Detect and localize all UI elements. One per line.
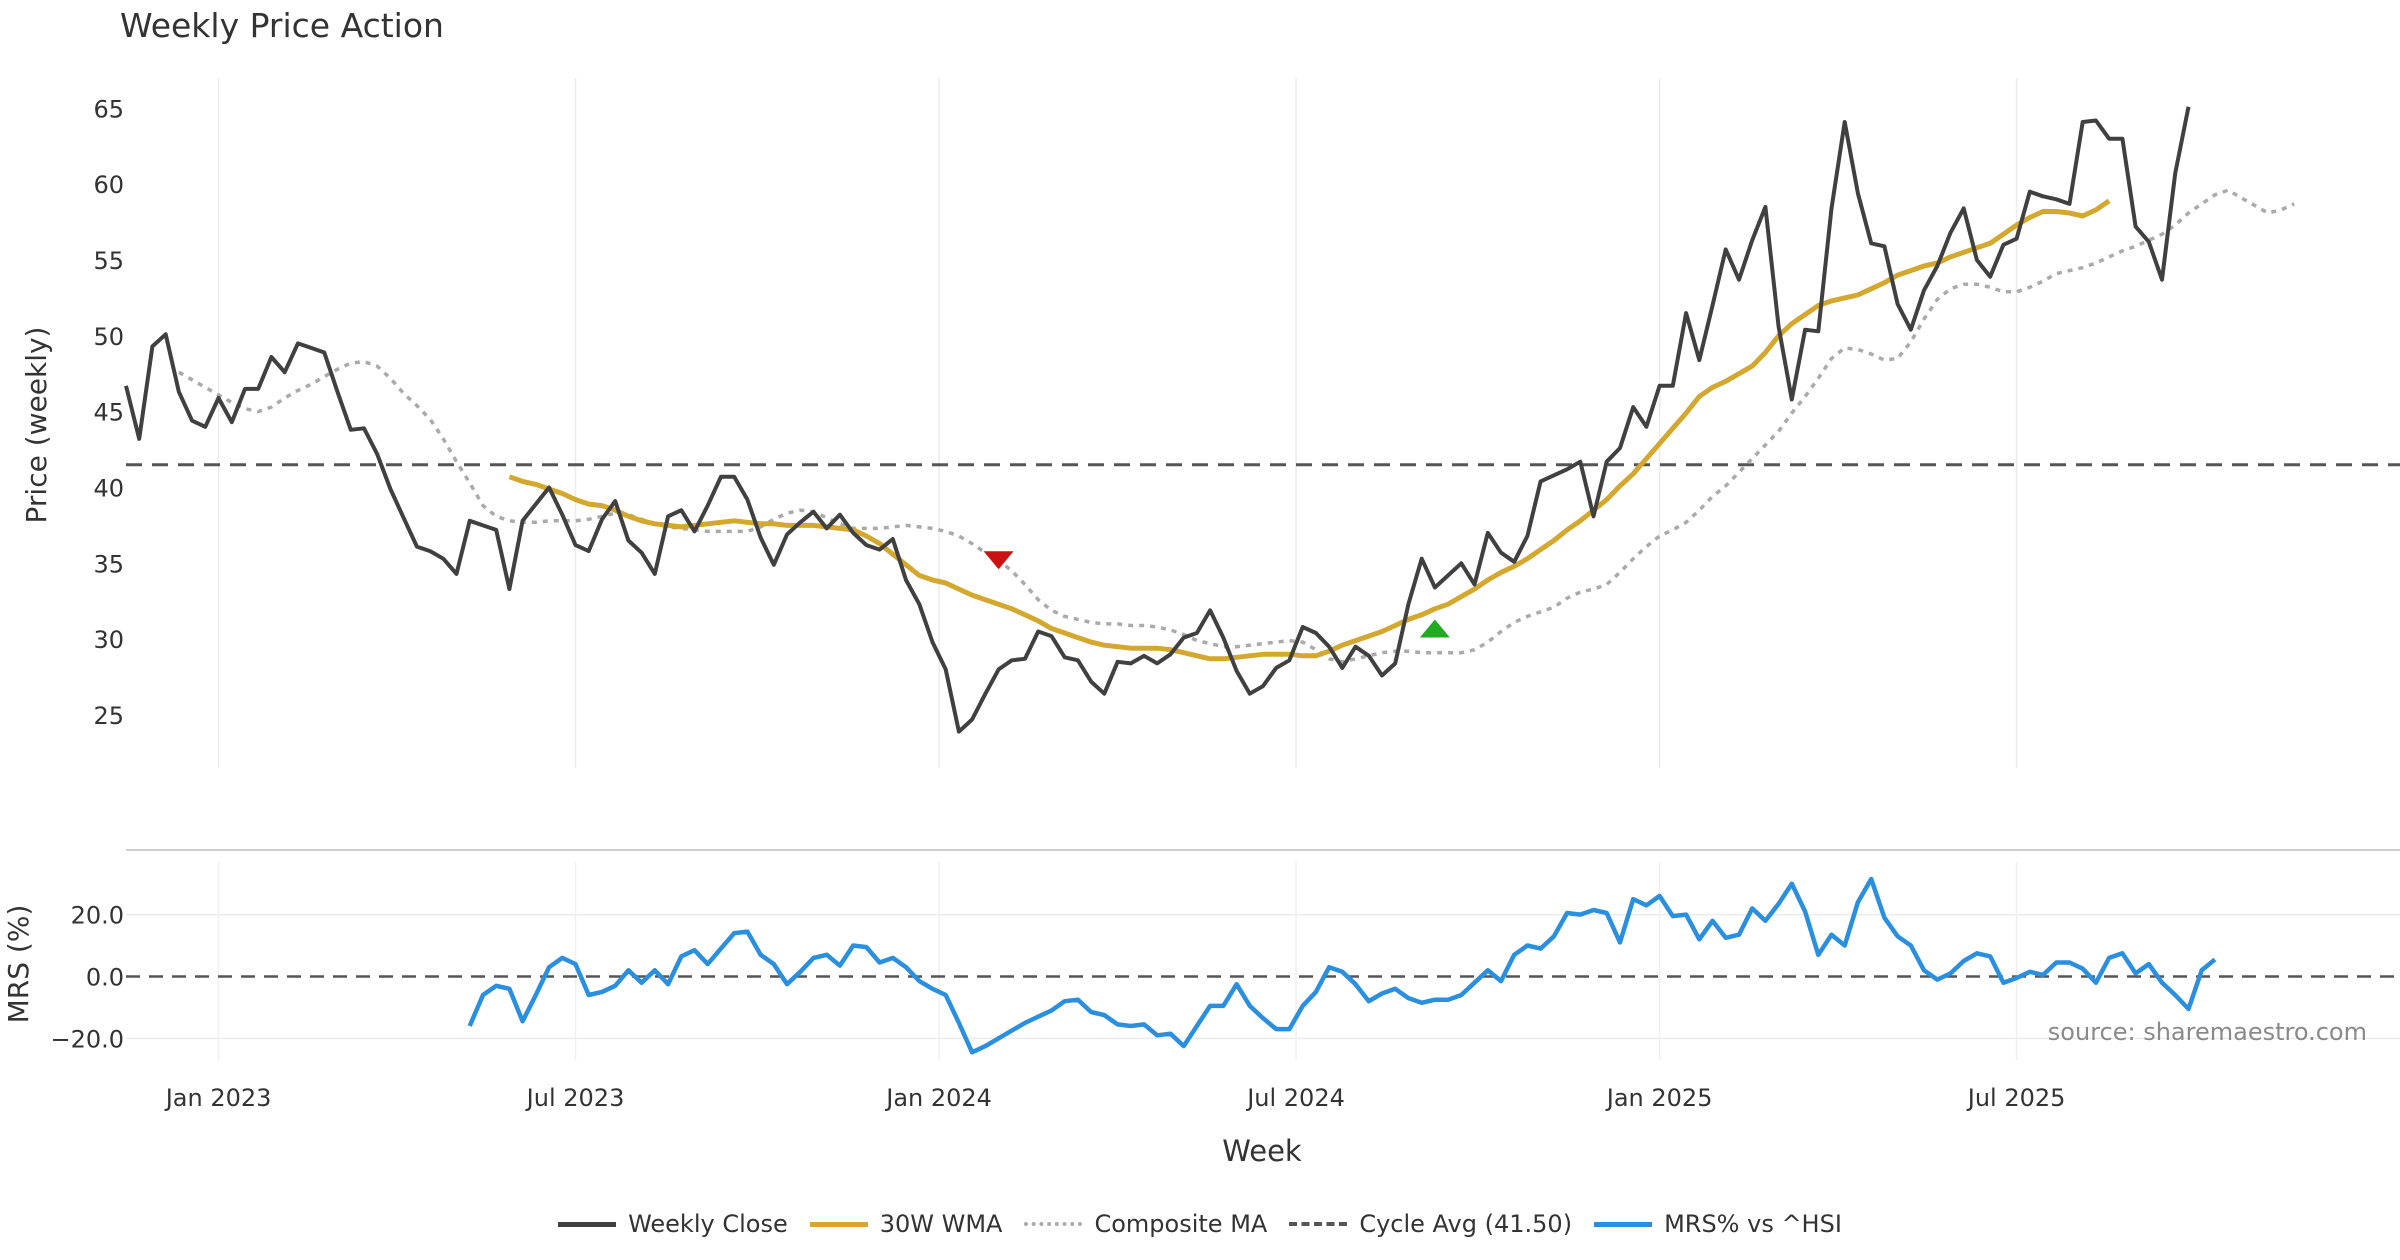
mrs-y-tick-label: −20.0 <box>50 1025 124 1053</box>
price-y-tick-label: 55 <box>93 247 124 275</box>
legend-label: Cycle Avg (41.50) <box>1359 1210 1573 1238</box>
series-line-composite-ma <box>178 188 2295 664</box>
series-line-30w-wma <box>508 198 2111 662</box>
legend-label: Weekly Close <box>628 1210 788 1238</box>
signal-markers <box>983 551 1450 638</box>
legend-item: 30W WMA <box>809 1210 1003 1238</box>
price-panel-grid <box>217 78 2018 768</box>
source-attribution: source: sharemaestro.com <box>2047 1018 2367 1046</box>
legend-swatch <box>1024 1222 1083 1226</box>
price-y-tick-label: 50 <box>93 323 124 351</box>
price-y-axis-label: Price (weekly) <box>20 327 53 524</box>
legend-swatch <box>558 1221 617 1227</box>
price-y-axis: 25 30 35 40 45 50 55 60 65 <box>93 95 124 730</box>
legend-label: 30W WMA <box>879 1210 1003 1238</box>
legend-swatch <box>809 1221 868 1227</box>
mrs-panel-grid <box>126 862 2400 1060</box>
legend-item: MRS% vs ^HSI <box>1594 1210 1842 1238</box>
x-tick-label: Jan 2024 <box>884 1084 992 1112</box>
price-y-tick-label: 45 <box>93 399 124 427</box>
legend-swatch <box>1594 1221 1653 1227</box>
series-line-mrs <box>467 876 2217 1055</box>
price-y-tick-label: 35 <box>93 550 124 578</box>
price-y-tick-label: 60 <box>93 171 124 199</box>
legend-item: Composite MA <box>1024 1210 1267 1238</box>
buy-signal-marker <box>1419 619 1450 638</box>
chart-title: Weekly Price Action <box>120 6 444 45</box>
legend: Weekly Close 30W WMA Composite MA Cycle Avg… <box>0 1210 2400 1238</box>
legend-label: MRS% vs ^HSI <box>1664 1210 1842 1238</box>
x-tick-label: Jul 2024 <box>1245 1084 1345 1112</box>
sell-signal-marker <box>983 551 1014 570</box>
legend-item: Weekly Close <box>558 1210 788 1238</box>
x-tick-label: Jan 2025 <box>1605 1084 1713 1112</box>
legend-label: Composite MA <box>1094 1210 1268 1238</box>
price-y-tick-label: 40 <box>93 474 124 502</box>
price-y-tick-label: 30 <box>93 626 124 654</box>
price-y-tick-label: 65 <box>93 95 124 123</box>
x-tick-label: Jan 2023 <box>164 1084 272 1112</box>
mrs-y-axis-label: MRS (%) <box>2 905 35 1024</box>
series-line-weekly-close <box>124 106 2191 734</box>
price-y-tick-label: 25 <box>93 702 124 730</box>
mrs-y-axis: 20.0 0.0 −20.0 <box>50 902 124 1054</box>
legend-swatch <box>1289 1222 1348 1226</box>
x-axis: Jan 2023 Jul 2023 Jan 2024 Jul 2024 Jan 2025… <box>164 1084 2066 1112</box>
x-axis-label: Week <box>1222 1134 1302 1168</box>
mrs-y-tick-label: 0.0 <box>86 963 124 991</box>
x-tick-label: Jul 2023 <box>525 1084 625 1112</box>
x-tick-label: Jul 2025 <box>1966 1084 2066 1112</box>
legend-item: Cycle Avg (41.50) <box>1289 1210 1572 1238</box>
mrs-y-tick-label: 20.0 <box>71 902 124 930</box>
